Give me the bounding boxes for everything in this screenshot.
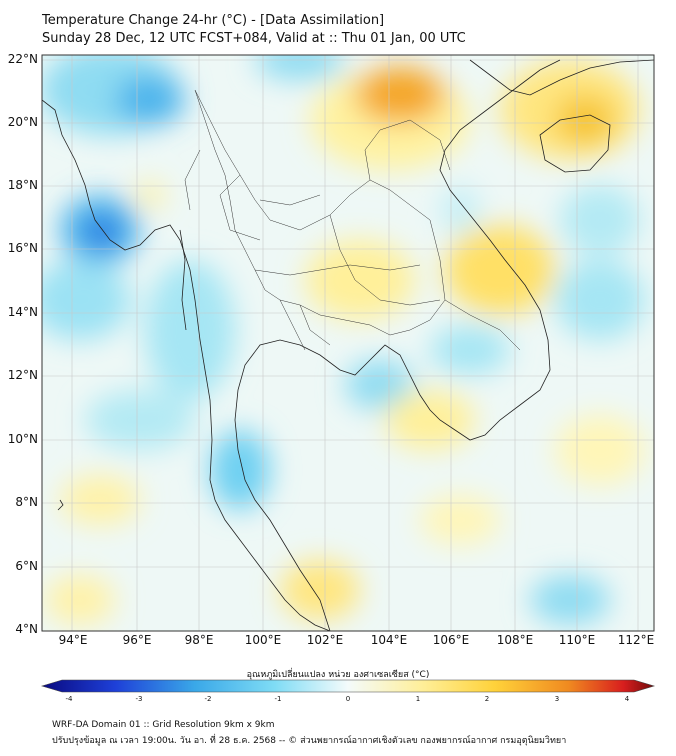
lat-label: 16°N bbox=[7, 241, 38, 255]
lon-label: 104°E bbox=[370, 633, 408, 647]
colorbar-tick: -3 bbox=[135, 695, 143, 703]
lat-label: 14°N bbox=[7, 305, 38, 319]
colorbar bbox=[40, 679, 656, 693]
temperature-field bbox=[42, 55, 654, 631]
lat-label: 4°N bbox=[15, 622, 38, 636]
lon-label: 110°E bbox=[558, 633, 596, 647]
lon-label: 106°E bbox=[432, 633, 470, 647]
colorbar-title: อุณหภูมิเปลี่ยนแปลง หน่วย องศาเซลเซียส (… bbox=[246, 670, 430, 680]
lat-label: 10°N bbox=[7, 432, 38, 446]
colorbar-tick: 4 bbox=[624, 695, 630, 703]
lat-label: 8°N bbox=[15, 495, 38, 509]
lon-label: 96°E bbox=[122, 633, 152, 647]
colorbar-tick: 3 bbox=[554, 695, 560, 703]
colorbar-tick: -4 bbox=[65, 695, 73, 703]
colorbar-tick: 0 bbox=[345, 695, 351, 703]
coastline bbox=[42, 59, 654, 631]
borders bbox=[184, 89, 521, 351]
lat-label: 22°N bbox=[7, 52, 38, 66]
lat-label: 12°N bbox=[7, 368, 38, 382]
footer-model-info: WRF-DA Domain 01 :: Grid Resolution 9km … bbox=[52, 720, 275, 730]
colorbar-tick: -2 bbox=[204, 695, 212, 703]
lon-label: 100°E bbox=[244, 633, 282, 647]
footer-credits: ปรับปรุงข้อมูล ณ เวลา 19:00น. วัน อา. ที… bbox=[52, 736, 567, 746]
lon-label: 102°E bbox=[306, 633, 344, 647]
lat-label: 20°N bbox=[7, 115, 38, 129]
map-title: Temperature Change 24-hr (°C) - [Data As… bbox=[42, 13, 385, 28]
colorbar-tick: -1 bbox=[274, 695, 282, 703]
lat-label: 18°N bbox=[7, 178, 38, 192]
lon-label: 98°E bbox=[184, 633, 214, 647]
lat-label: 6°N bbox=[15, 559, 38, 573]
colorbar-tick: 1 bbox=[415, 695, 421, 703]
lon-label: 108°E bbox=[496, 633, 534, 647]
colorbar-tick: 2 bbox=[484, 695, 490, 703]
lon-label: 112°E bbox=[617, 633, 655, 647]
lon-label: 94°E bbox=[58, 633, 88, 647]
map-subtitle: Sunday 28 Dec, 12 UTC FCST+084, Valid at… bbox=[42, 31, 466, 46]
